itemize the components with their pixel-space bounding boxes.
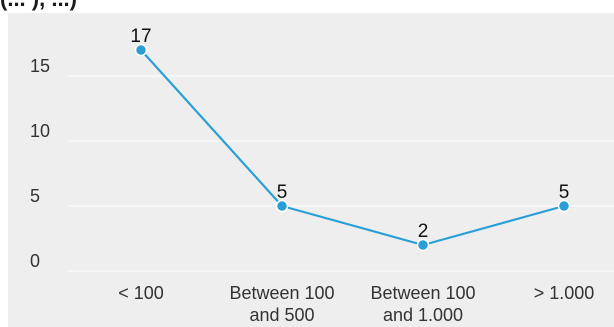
clipped-heading-fragment: (... ), ...) — [0, 0, 614, 14]
y-tick-label-10: 10 — [30, 121, 50, 141]
y-tick-label-15: 15 — [30, 56, 50, 76]
x-tick-label-2-line-0: Between 100 — [370, 283, 475, 303]
x-tick-label-1-line-0: Between 100 — [229, 283, 334, 303]
data-point-2 — [416, 238, 430, 252]
data-label-1: 5 — [277, 182, 288, 203]
data-label-3: 5 — [559, 182, 570, 203]
clipped-heading-text: (... ), ...) — [0, 0, 77, 12]
data-label-2: 2 — [418, 221, 429, 242]
x-tick-label-0-line-0: < 100 — [118, 283, 164, 303]
data-point-1 — [275, 199, 289, 213]
y-tick-label-5: 5 — [30, 186, 40, 206]
data-point-0 — [134, 43, 148, 57]
series-line — [140, 49, 565, 247]
data-point-3 — [557, 199, 571, 213]
x-tick-label-1-line-1: and 500 — [249, 305, 314, 325]
plot-background — [8, 13, 614, 327]
x-tick-label-3-line-0: > 1.000 — [534, 283, 595, 303]
y-tick-label-0: 0 — [30, 251, 40, 271]
x-tick-label-2-line-1: and 1.000 — [383, 305, 463, 325]
data-label-0: 17 — [130, 26, 151, 47]
